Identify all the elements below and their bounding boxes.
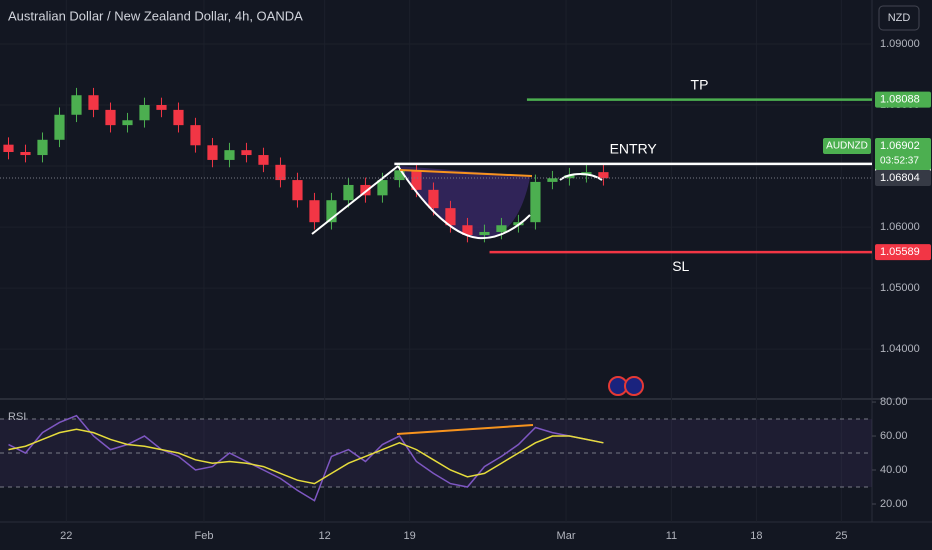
x-tick-label: 22 xyxy=(60,530,72,542)
candle-body xyxy=(105,109,116,126)
x-tick-label: 25 xyxy=(835,530,847,542)
candle-body xyxy=(207,145,218,160)
handle-curve xyxy=(559,173,603,181)
candle-body xyxy=(224,150,235,160)
candle-body xyxy=(496,225,507,232)
candle-body xyxy=(139,104,150,121)
candle-body xyxy=(241,150,252,156)
rsi-tick-label: 60.00 xyxy=(880,430,908,442)
candle-body xyxy=(428,189,439,209)
divergence-line xyxy=(399,169,533,177)
candle-body xyxy=(37,139,48,156)
candle-body xyxy=(156,104,167,110)
candle-body xyxy=(377,180,388,196)
level-price-label: 1.05589 xyxy=(880,246,920,258)
candle-body xyxy=(598,172,609,179)
rsi-line xyxy=(8,428,604,485)
candle-body xyxy=(292,180,303,201)
rsi-tick-label: 40.00 xyxy=(880,464,908,476)
candle-body xyxy=(258,155,269,165)
candle-body xyxy=(3,144,14,152)
candle-body xyxy=(122,120,133,126)
cup-fill xyxy=(398,166,530,239)
currency-label[interactable]: NZD xyxy=(888,12,911,24)
level-price-box xyxy=(875,91,931,108)
candle-body xyxy=(462,225,473,236)
event-icon[interactable] xyxy=(624,376,644,396)
candle-body xyxy=(173,109,184,126)
y-tick-label: 1.05000 xyxy=(880,282,920,294)
rsi-tick-label: 80.00 xyxy=(880,396,908,408)
x-tick-label: 11 xyxy=(666,530,677,542)
current-price-box xyxy=(875,138,931,170)
candle-body xyxy=(309,200,320,223)
candle-body xyxy=(88,95,99,110)
candle-body xyxy=(530,181,541,223)
x-tick-label: Mar xyxy=(557,530,576,542)
candle-body xyxy=(564,175,575,179)
candle-body xyxy=(20,151,31,156)
candle-body xyxy=(411,170,422,190)
x-tick-label: 12 xyxy=(319,530,331,542)
symbol-box xyxy=(823,138,871,154)
trend-line xyxy=(311,165,399,235)
candle-body xyxy=(479,231,490,236)
level-price-label: 1.08088 xyxy=(880,94,920,106)
current-price-label: 1.06902 xyxy=(880,140,920,152)
candle-body xyxy=(275,164,286,181)
event-icons[interactable] xyxy=(608,376,644,396)
y-tick-label: 1.06000 xyxy=(880,221,920,233)
last-price-label: 1.06804 xyxy=(880,172,920,184)
rsi-divergence-line xyxy=(396,424,534,435)
y-tick-label: 1.04000 xyxy=(880,343,920,355)
x-tick-label: 18 xyxy=(750,530,762,542)
x-tick-label: 19 xyxy=(404,530,416,542)
countdown-label: 03:52:37 xyxy=(880,156,919,167)
rsi-line xyxy=(8,414,604,502)
cup-curve xyxy=(397,165,531,240)
symbol-label: AUDNZD xyxy=(826,141,868,152)
last-price-box xyxy=(875,170,931,187)
candle-body xyxy=(343,184,354,201)
candle-body xyxy=(360,184,371,196)
candle-body xyxy=(445,208,456,226)
candle-body xyxy=(326,200,337,223)
level-price-box xyxy=(875,244,931,261)
candle-body xyxy=(547,178,558,182)
y-tick-label: 1.09000 xyxy=(880,38,920,50)
candle-body xyxy=(190,125,201,146)
x-tick-label: Feb xyxy=(194,530,213,542)
candle-body xyxy=(71,95,82,115)
candle-body xyxy=(394,170,405,181)
level-label: TP xyxy=(691,76,709,92)
level-label: SL xyxy=(672,258,689,274)
candle-body xyxy=(54,114,65,140)
currency-button[interactable] xyxy=(878,5,920,31)
rsi-label: RSI xyxy=(8,411,26,423)
level-label: ENTRY xyxy=(610,141,658,157)
rsi-tick-label: 20.00 xyxy=(880,498,908,510)
chart-title: Australian Dollar / New Zealand Dollar, … xyxy=(8,8,303,23)
